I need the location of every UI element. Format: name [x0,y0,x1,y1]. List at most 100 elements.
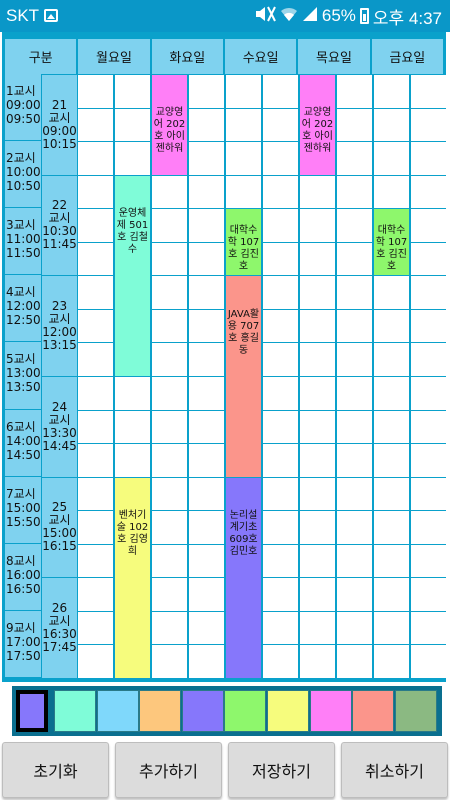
grid-cell[interactable] [411,142,446,175]
grid-cell[interactable] [337,108,372,142]
grid-cell[interactable] [337,75,372,108]
grid-cell[interactable] [411,578,446,611]
grid-cell[interactable] [78,544,113,578]
grid-cell[interactable] [263,578,298,611]
grid-cell[interactable] [263,611,298,645]
grid-cell[interactable] [152,645,187,678]
grid-cell[interactable] [374,544,409,578]
grid-cell[interactable] [152,309,187,343]
grid-cell[interactable] [152,209,187,242]
grid-cell[interactable] [263,209,298,242]
grid-cell[interactable] [337,309,372,343]
timetable-event[interactable]: 운영체제 501호 김철수 [115,175,150,376]
grid-cell[interactable] [115,142,150,175]
grid-cell[interactable] [189,108,224,142]
grid-cell[interactable] [152,276,187,309]
grid-cell[interactable] [374,477,409,511]
grid-cell[interactable] [115,410,150,444]
grid-cell[interactable] [300,309,335,343]
grid-cell[interactable] [300,276,335,309]
grid-cell[interactable] [300,578,335,611]
grid-cell[interactable] [337,578,372,611]
grid-cell[interactable] [374,175,409,209]
grid-cell[interactable] [411,343,446,376]
grid-cell[interactable] [189,477,224,511]
grid-cell[interactable] [374,444,409,477]
grid-cell[interactable] [78,209,113,242]
grid-cell[interactable] [263,511,298,544]
grid-cell[interactable] [189,611,224,645]
grid-cell[interactable] [152,410,187,444]
grid-cell[interactable] [411,645,446,678]
grid-cell[interactable] [189,343,224,376]
color-swatch[interactable] [181,690,224,732]
grid-cell[interactable] [189,209,224,242]
grid-cell[interactable] [411,209,446,242]
grid-cell[interactable] [374,377,409,410]
grid-cell[interactable] [411,410,446,444]
grid-cell[interactable] [374,142,409,175]
grid-cell[interactable] [152,377,187,410]
grid-cell[interactable] [263,645,298,678]
grid-cell[interactable] [78,343,113,376]
timetable-event[interactable]: JAVA활용 707호 홍길동 [226,276,261,477]
grid-cell[interactable] [374,75,409,108]
grid-cell[interactable] [300,477,335,511]
grid-cell[interactable] [263,410,298,444]
grid-cell[interactable] [263,477,298,511]
grid-cell[interactable] [189,444,224,477]
grid-cell[interactable] [189,242,224,276]
grid-cell[interactable] [115,75,150,108]
color-swatch[interactable] [267,690,309,732]
timetable-event[interactable]: 교양영어 202호 아이젠하워 [152,75,187,175]
grid-cell[interactable] [300,544,335,578]
grid-cell[interactable] [374,276,409,309]
color-swatch[interactable] [54,690,96,732]
grid-cell[interactable] [337,276,372,309]
save-button[interactable]: 저장하기 [228,742,335,798]
grid-cell[interactable] [189,276,224,309]
grid-cell[interactable] [78,142,113,175]
grid-cell[interactable] [189,410,224,444]
grid-cell[interactable] [300,175,335,209]
timetable-event[interactable]: 벤처기술 102호 김영희 [115,477,150,678]
selected-color-swatch[interactable] [16,690,48,732]
grid-cell[interactable] [337,175,372,209]
grid-cell[interactable] [337,410,372,444]
color-swatch[interactable] [309,690,352,732]
timetable-event[interactable]: 대학수학 107호 김진호 [226,209,261,276]
grid-cell[interactable] [300,209,335,242]
grid-cell[interactable] [337,377,372,410]
grid-cell[interactable] [263,377,298,410]
grid-cell[interactable] [78,75,113,108]
grid-cell[interactable] [189,645,224,678]
add-button[interactable]: 추가하기 [115,742,222,798]
grid-cell[interactable] [78,511,113,544]
grid-cell[interactable] [78,444,113,477]
grid-cell[interactable] [263,444,298,477]
grid-cell[interactable] [300,242,335,276]
color-swatch[interactable] [352,690,395,732]
grid-cell[interactable] [78,175,113,209]
grid-cell[interactable] [78,477,113,511]
grid-cell[interactable] [152,477,187,511]
grid-cell[interactable] [300,645,335,678]
grid-cell[interactable] [300,611,335,645]
grid-cell[interactable] [337,511,372,544]
grid-cell[interactable] [337,209,372,242]
timetable-event[interactable]: 교양영어 202호 아이젠하워 [300,75,335,175]
grid-cell[interactable] [337,645,372,678]
grid-cell[interactable] [189,377,224,410]
grid-cell[interactable] [374,611,409,645]
grid-cell[interactable] [226,108,261,142]
color-swatch[interactable] [224,690,267,732]
grid-cell[interactable] [152,578,187,611]
grid-cell[interactable] [374,645,409,678]
grid-cell[interactable] [226,75,261,108]
grid-cell[interactable] [411,108,446,142]
grid-cell[interactable] [337,242,372,276]
grid-cell[interactable] [263,142,298,175]
grid-cell[interactable] [300,410,335,444]
grid-cell[interactable] [374,511,409,544]
grid-cell[interactable] [300,343,335,376]
